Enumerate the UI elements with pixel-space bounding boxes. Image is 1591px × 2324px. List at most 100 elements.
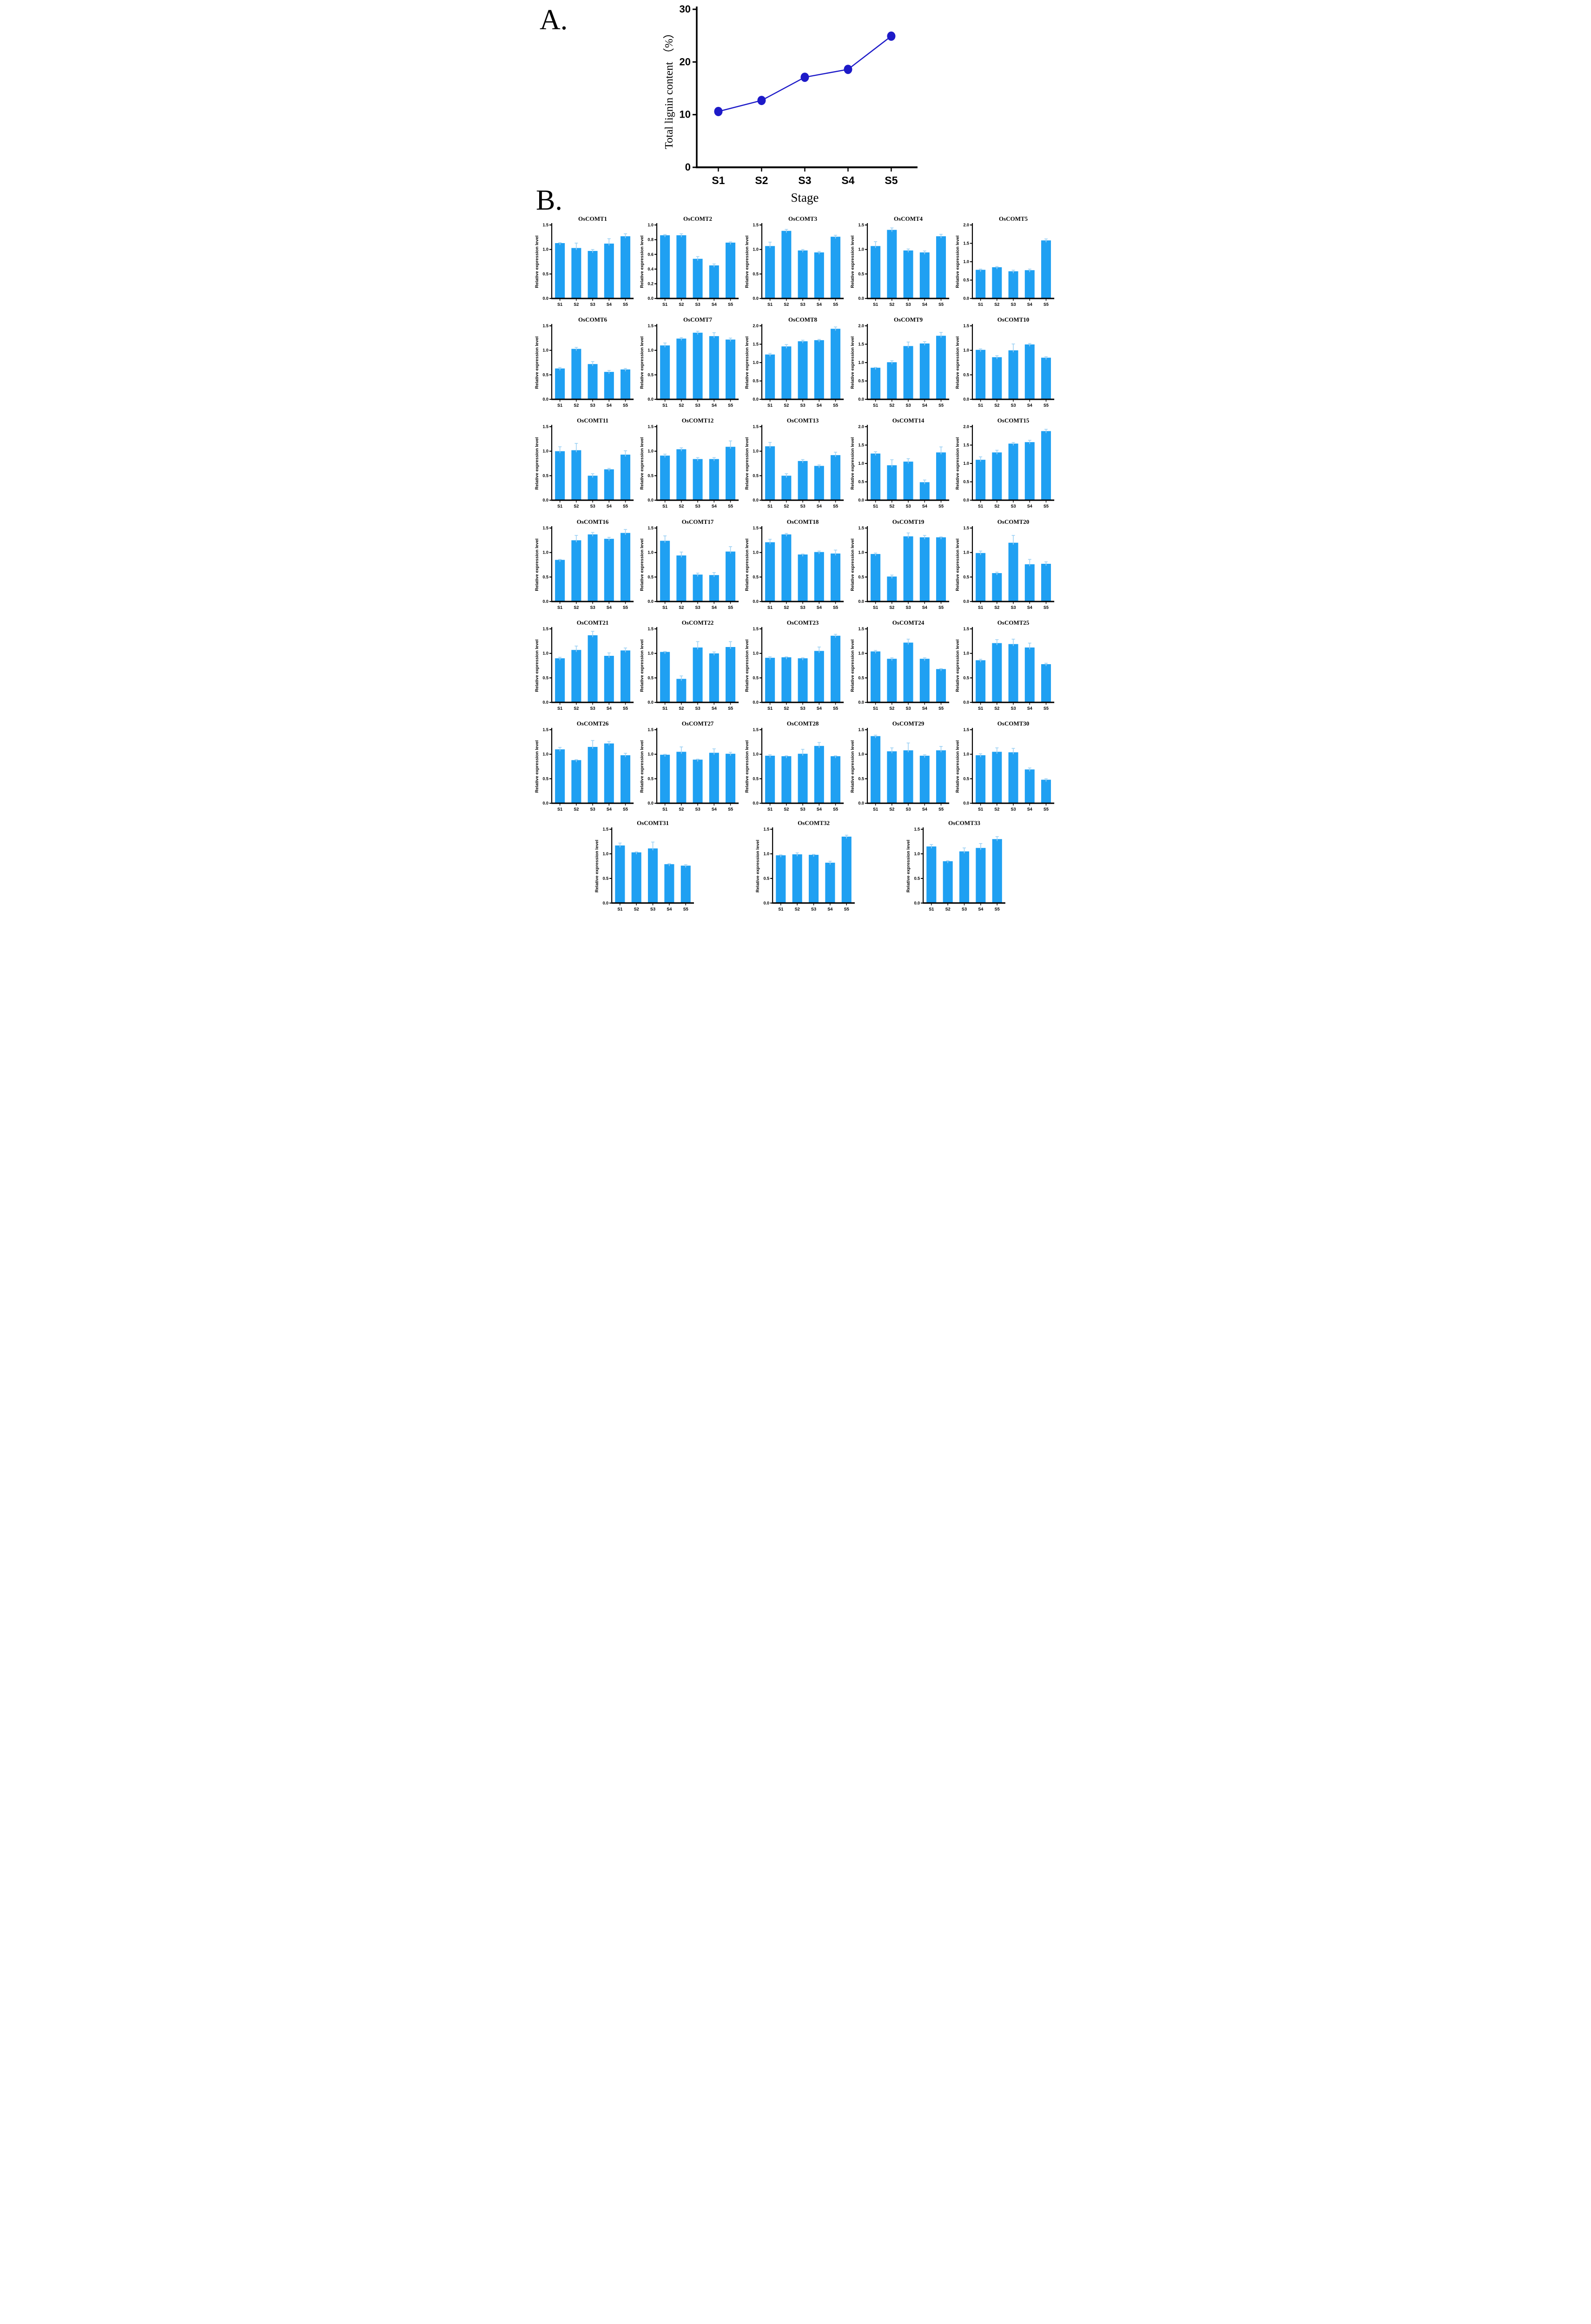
x-tick-label: S5 [833, 807, 838, 812]
y-axis-label: Relative expression level [955, 639, 960, 692]
bar-S5 [1041, 664, 1051, 702]
x-tick-label: S3 [800, 302, 805, 307]
bar-S4 [814, 552, 825, 601]
x-tick-label: S5 [938, 403, 944, 408]
bar-S4 [976, 848, 986, 903]
bar-S5 [621, 650, 631, 702]
bar-S1 [660, 456, 670, 501]
bar-S5 [1041, 779, 1051, 804]
y-axis-label: Relative expression level [640, 740, 645, 793]
bar-chart-svg-OsCOMT5: OsCOMT5 Relative expression level 0.0 0.5 1.… [955, 215, 1054, 307]
x-tick-label: S5 [833, 302, 838, 307]
x-tick-label: S4 [817, 403, 822, 408]
bar-S3 [903, 536, 913, 601]
x-tick-label: S2 [889, 807, 894, 812]
bar-chart-svg-OsCOMT16: OsCOMT16 Relative expression level 0.0 0.5 1… [535, 518, 634, 610]
x-tick-label: S5 [938, 807, 944, 812]
bar-chart-svg-OsCOMT2: OsCOMT2 Relative expression level 0.0 0.2 0.… [640, 215, 739, 307]
bar-S1 [660, 754, 670, 804]
x-tick-label: S1 [768, 807, 773, 812]
y-axis-label: Relative expression level [850, 437, 855, 490]
x-tick-label: S4 [607, 807, 612, 812]
x-tick-label: S3 [590, 504, 595, 509]
x-tick-label: S1 [557, 403, 562, 408]
bar-chart-OsCOMT17: OsCOMT17 Relative expression level 0.0 0.5 1… [639, 518, 741, 615]
bar-chart-OsCOMT13: OsCOMT13 Relative expression level 0.0 0.5 1… [744, 416, 846, 514]
x-tick-label: S1 [768, 403, 773, 408]
bar-S5 [726, 647, 736, 702]
bar-S1 [870, 368, 880, 400]
x-tick-label: S4 [712, 706, 717, 711]
y-axis-label: Relative expression level [955, 538, 960, 591]
bar-S2 [571, 540, 581, 601]
x-tick-label: S3 [1010, 504, 1016, 509]
x-tick-label: S3 [1010, 706, 1016, 711]
bar-chart-OsCOMT29: OsCOMT29 Relative expression level 0.0 0.5 1… [850, 720, 952, 817]
bar-S2 [781, 231, 792, 299]
bar-S5 [726, 753, 736, 804]
x-tick-label: S4 [607, 403, 612, 408]
x-tick-label: S3 [905, 403, 911, 408]
x-tick-label: S5 [623, 706, 628, 711]
y-axis-label: Relative expression level [850, 639, 855, 692]
y-tick-label: 0.8 [648, 238, 654, 242]
bar-chart-OsCOMT3: OsCOMT3 Relative expression level 0.0 0.5 1.… [744, 215, 846, 312]
y-tick-label: 0.0 [543, 801, 549, 805]
bar-S1 [660, 540, 670, 601]
chart-title: OsCOMT5 [999, 215, 1028, 222]
x-tick-label: S3 [800, 605, 805, 610]
x-tick-label: S3 [905, 807, 911, 812]
y-tick-label: 1.5 [543, 424, 549, 429]
y-tick-label: 0.5 [753, 474, 759, 478]
bar-S4 [604, 469, 614, 501]
x-tick-label: S1 [778, 907, 783, 911]
bar-S2 [571, 650, 581, 702]
x-tick-label: S2 [574, 302, 579, 307]
x-tick-label: S2 [994, 302, 999, 307]
x-tick-label: S1 [873, 302, 878, 307]
y-tick-label: 1.0 [753, 247, 759, 252]
y-tick-label: 1.0 [963, 461, 969, 466]
x-tick-label: S3 [962, 907, 967, 911]
bar-chart-OsCOMT14: OsCOMT14 Relative expression level 0.0 0.5 1… [850, 416, 952, 514]
bar-S4 [709, 753, 720, 804]
y-tick-label: 0.5 [753, 675, 759, 680]
x-tick-label: S1 [557, 706, 562, 711]
x-tick-label: S3 [1010, 302, 1016, 307]
bar-chart-svg-OsCOMT12: OsCOMT12 Relative expression level 0.0 0.5 1… [640, 417, 739, 509]
bar-S3 [903, 750, 913, 804]
bar-S1 [555, 658, 565, 702]
bar-chart-OsCOMT7: OsCOMT7 Relative expression level 0.0 0.5 1.… [639, 316, 741, 413]
bar-S2 [676, 679, 687, 702]
bar-S2 [676, 449, 687, 501]
x-tick-label: S4 [1027, 807, 1032, 812]
y-axis-label: Relative expression level [745, 236, 750, 288]
bar-S1 [975, 460, 985, 501]
x-tick-label: S2 [994, 504, 999, 509]
x-tick-label: S5 [623, 302, 628, 307]
x-tick-label: S3 [590, 605, 595, 610]
bar-S5 [831, 237, 841, 299]
bar-S5 [936, 336, 946, 400]
x-tick-label: S2 [994, 403, 999, 408]
bar-S3 [798, 461, 808, 501]
y-tick-label: 2.0 [963, 223, 969, 227]
bar-S1 [975, 755, 985, 804]
bar-S5 [831, 553, 841, 601]
y-tick-label: 1.0 [753, 651, 759, 655]
bar-S3 [903, 346, 913, 400]
bar-S2 [571, 248, 581, 299]
y-tick-label: 1.5 [648, 526, 654, 530]
chart-title: OsCOMT12 [682, 417, 714, 424]
bar-S1 [975, 270, 985, 299]
bar-S4 [825, 863, 835, 903]
chart-title: OsCOMT19 [892, 518, 924, 525]
chart-title: OsCOMT30 [997, 720, 1030, 727]
chart-title: OsCOMT27 [682, 720, 714, 727]
chart-title: OsCOMT29 [892, 720, 924, 727]
x-tick-label: S3 [695, 807, 700, 812]
x-tick-label: S2 [945, 907, 951, 911]
bar-S5 [1041, 563, 1051, 601]
y-tick-label: 0.0 [963, 599, 969, 604]
x-tick-label: S2 [679, 706, 684, 711]
